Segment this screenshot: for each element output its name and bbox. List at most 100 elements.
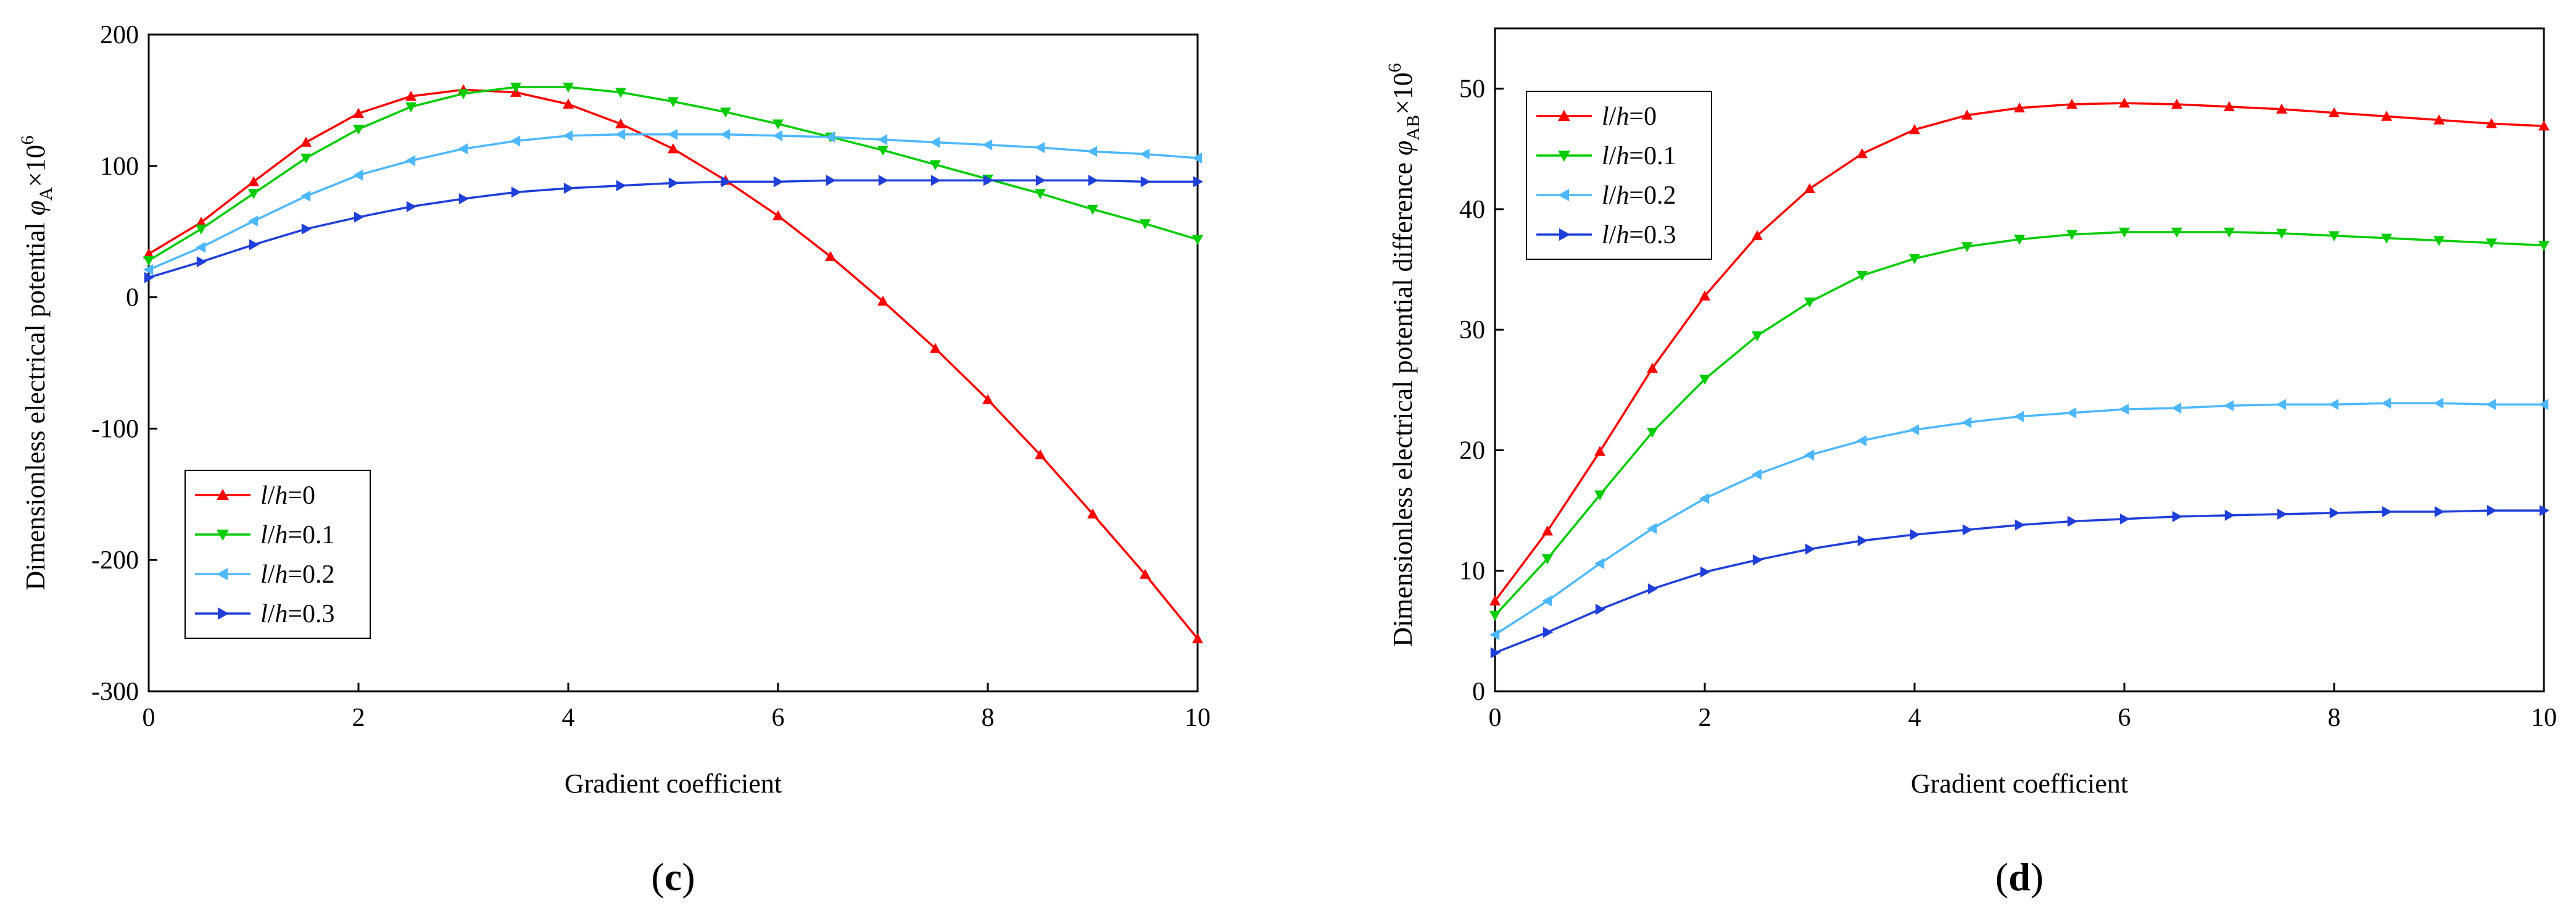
data-point xyxy=(668,97,679,107)
data-point xyxy=(1087,204,1098,215)
data-point xyxy=(563,130,573,141)
data-point xyxy=(2382,506,2392,518)
axes-ticks-c: 0 2 4 6 8 10 -300 -200 -100 0 100 200 xyxy=(91,21,1211,732)
data-point xyxy=(1647,362,1658,373)
chart-panel-c: 0 2 4 6 8 10 -300 -200 -100 0 100 200 Gradient coef… xyxy=(17,21,1211,899)
x-tick-label: 10 xyxy=(2531,704,2557,732)
data-point xyxy=(1699,493,1710,504)
data-point xyxy=(2171,99,2182,109)
legend-d: l/h=0 l/h=0.1 l/h=0.2 l/h=0.3 xyxy=(1526,91,1712,260)
data-point xyxy=(877,295,888,306)
y-tick-label: 50 xyxy=(1459,75,1485,104)
data-point xyxy=(249,239,259,251)
legend-label: l/h=0.2 xyxy=(260,560,335,589)
data-point xyxy=(1594,446,1605,456)
data-point xyxy=(2433,236,2445,246)
x-axis-label-c: Gradient coefficient xyxy=(565,768,782,799)
data-point xyxy=(878,175,888,186)
y-tick-label: 20 xyxy=(1459,436,1485,465)
data-point xyxy=(458,89,469,99)
data-point xyxy=(2433,398,2444,409)
legend-item: l/h=0 xyxy=(195,481,315,510)
y-tick-label: 0 xyxy=(126,284,139,312)
data-point xyxy=(2014,410,2024,422)
data-point xyxy=(1595,604,1605,615)
data-point xyxy=(1542,595,1552,607)
legend-item: l/h=0.2 xyxy=(195,560,335,589)
data-point xyxy=(2014,102,2025,113)
data-point xyxy=(1594,490,1605,501)
data-point xyxy=(826,175,836,186)
data-point xyxy=(300,136,312,147)
data-point xyxy=(1909,124,1920,135)
plot-area-d xyxy=(1494,27,2545,693)
data-point xyxy=(2224,509,2235,521)
x-tick-label: 0 xyxy=(143,704,155,732)
data-point xyxy=(2171,402,2182,414)
data-point xyxy=(1961,242,1973,252)
x-tick-label: 10 xyxy=(1185,704,1211,732)
data-point xyxy=(615,88,626,98)
data-point xyxy=(2276,228,2287,239)
data-point xyxy=(2119,227,2130,238)
data-point xyxy=(615,118,626,128)
data-point xyxy=(405,155,416,167)
data-point xyxy=(2381,398,2392,409)
series-line-l/h=0.2 xyxy=(1494,402,2544,636)
x-tick-label: 4 xyxy=(1908,704,1921,732)
data-point xyxy=(144,272,154,283)
legend-item: l/h=0.2 xyxy=(1536,181,1676,210)
data-point xyxy=(2381,110,2392,121)
data-point xyxy=(2486,118,2497,128)
data-point xyxy=(1805,543,1815,555)
legend-swatch-marker xyxy=(1559,228,1570,241)
data-point xyxy=(2329,399,2339,410)
data-point xyxy=(1857,271,1868,281)
series-line-l/h=0.1 xyxy=(148,86,1198,262)
data-point xyxy=(143,256,154,267)
data-point xyxy=(1489,629,1500,641)
legend-label: l/h=0.1 xyxy=(1602,142,1676,170)
data-point xyxy=(2539,505,2549,517)
series-line-l/h=0.3 xyxy=(1494,509,2544,654)
legend-swatch-marker xyxy=(218,607,229,620)
legend-item: l/h=0 xyxy=(1536,102,1657,131)
data-point xyxy=(720,128,731,140)
data-point xyxy=(1857,148,1868,159)
legend-item: l/h=0.3 xyxy=(195,600,335,628)
data-point xyxy=(563,182,574,194)
data-point xyxy=(772,130,783,141)
x-tick-label: 4 xyxy=(562,704,575,732)
data-point xyxy=(2434,506,2445,518)
legend-box xyxy=(184,470,371,639)
x-tick-label: 8 xyxy=(2328,704,2341,732)
data-point xyxy=(2538,241,2549,251)
legend-box xyxy=(1526,91,1712,260)
data-point xyxy=(1752,554,1763,566)
data-point xyxy=(2486,238,2497,249)
data-point xyxy=(353,125,364,135)
data-point xyxy=(1909,424,1920,436)
data-point xyxy=(1752,331,1763,341)
legend-swatch-marker xyxy=(217,489,229,500)
data-point xyxy=(1140,176,1151,188)
data-point xyxy=(877,146,888,156)
data-point xyxy=(1140,219,1151,230)
y-tick-label: -200 xyxy=(91,546,139,575)
legend-swatch-marker xyxy=(1558,189,1569,201)
panel-label-c: (c) xyxy=(651,855,695,899)
data-point xyxy=(615,128,626,140)
data-point xyxy=(1752,468,1762,480)
data-point xyxy=(196,217,207,227)
data-point xyxy=(2276,103,2287,114)
x-axis-label-d: Gradient coefficient xyxy=(1911,768,2128,799)
data-point xyxy=(1088,175,1098,186)
data-point xyxy=(1910,529,1920,541)
data-point xyxy=(2329,107,2340,117)
legend-swatch-marker xyxy=(217,568,228,580)
y-tick-label: -100 xyxy=(91,415,139,443)
legend-item: l/h=0.1 xyxy=(1536,142,1676,170)
legend-label: l/h=0.3 xyxy=(1602,221,1676,249)
y-tick-label: 40 xyxy=(1459,196,1485,224)
legend-label: l/h=0 xyxy=(260,481,315,510)
